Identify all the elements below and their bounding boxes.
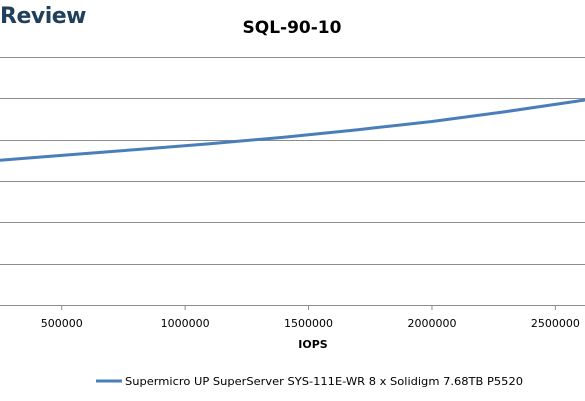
series-line xyxy=(0,98,585,162)
x-tick-label: 1500000 xyxy=(284,317,333,330)
x-tick-label: 2500000 xyxy=(531,317,580,330)
x-tick-label: 2000000 xyxy=(407,317,456,330)
legend-label: Supermicro UP SuperServer SYS-111E-WR 8 … xyxy=(125,375,523,388)
x-tick-labels: 500000 1000000 1500000 2000000 2500000 xyxy=(41,305,580,330)
x-axis-label: IOPS xyxy=(298,338,328,351)
gridlines xyxy=(0,57,585,306)
legend: Supermicro UP SuperServer SYS-111E-WR 8 … xyxy=(96,375,523,388)
chart-title: SQL-90-10 xyxy=(243,18,342,38)
series-lines xyxy=(0,98,585,162)
x-tick-label: 500000 xyxy=(41,317,83,330)
x-tick-label: 1000000 xyxy=(161,317,210,330)
brand-logo-text: Review xyxy=(0,4,87,29)
